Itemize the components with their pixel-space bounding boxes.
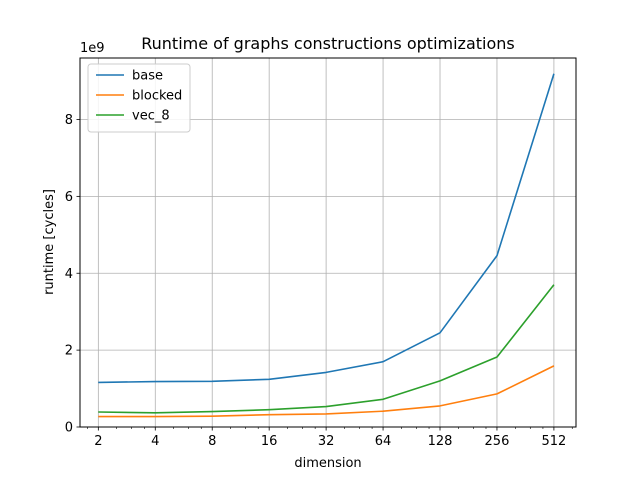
series-line-blocked [98, 365, 555, 418]
legend-label: blocked [132, 89, 182, 104]
x-tick-label: 8 [208, 434, 216, 449]
legend-label: vec_8 [132, 109, 170, 124]
legend: base blocked vec_8 [87, 63, 191, 133]
x-tick-label: 64 [375, 434, 392, 449]
y-tick-label: 2 [65, 344, 73, 359]
x-tick-label: 512 [541, 434, 566, 449]
grid-layer [80, 58, 576, 428]
series-layer [98, 73, 555, 418]
series-line-base [98, 73, 555, 384]
x-tick-label: 32 [318, 434, 335, 449]
x-axis-title: dimension [294, 456, 361, 471]
y-axis-title: runtime [cycles] [42, 189, 57, 295]
series-line-vec-8 [98, 284, 555, 414]
chart-title: Runtime of graphs constructions optimiza… [141, 34, 514, 53]
x-tick-label: 256 [485, 434, 510, 449]
legend-label: base [132, 69, 163, 84]
x-tick-label: 128 [428, 434, 453, 449]
x-tick-label: 4 [151, 434, 159, 449]
y-tick-label: 4 [65, 267, 73, 282]
y-tick-label: 6 [65, 190, 73, 205]
y-tick-label: 8 [65, 113, 73, 128]
y-offset-label: 1e9 [80, 41, 105, 56]
plot-frame [79, 57, 577, 428]
y-tick-label: 0 [65, 421, 73, 436]
x-tick-label: 16 [261, 434, 278, 449]
x-tick-label: 2 [94, 434, 102, 449]
axis-layer: 2 4 8 16 32 64 128 256 512 0 2 4 6 8 [65, 113, 573, 449]
